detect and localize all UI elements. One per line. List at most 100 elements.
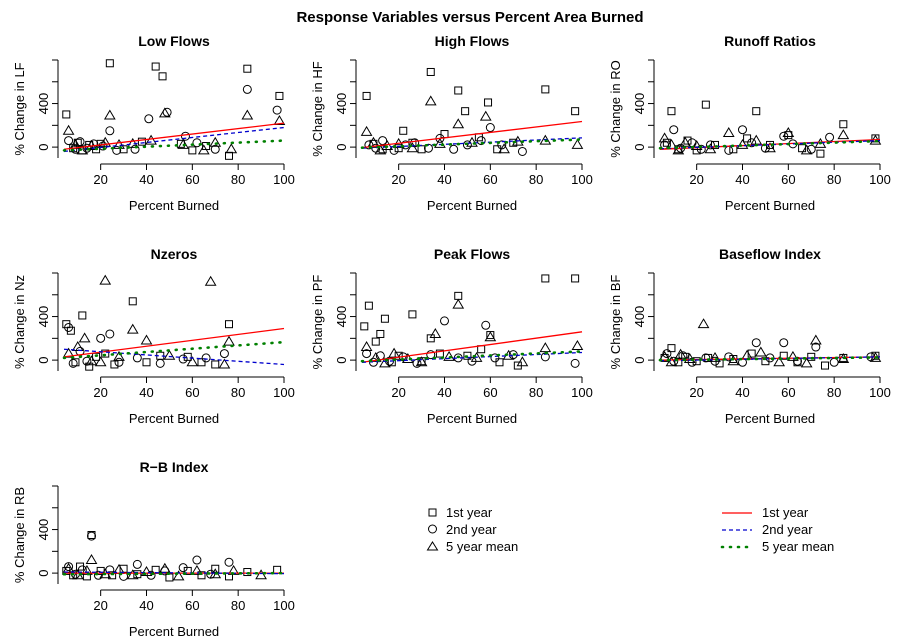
data-point — [126, 323, 139, 334]
legend-item-1st-year-points: 1st year — [428, 505, 493, 520]
y-tick-label: 400 — [632, 93, 647, 115]
data-point — [498, 143, 510, 154]
data-point — [809, 334, 822, 345]
data-point — [727, 355, 740, 366]
data-point — [379, 357, 391, 368]
x-tick-label: 60 — [781, 172, 795, 187]
data-point — [787, 350, 799, 361]
data-point — [825, 132, 835, 142]
panel-title: Peak Flows — [434, 246, 510, 262]
data-point — [151, 62, 160, 71]
data-point — [667, 344, 676, 353]
data-point — [408, 310, 417, 319]
legend-item-2nd-year-points: 2nd year — [428, 522, 497, 537]
x-tick-label: 60 — [185, 598, 199, 613]
panel: 0 400 20 40 60 80 100 Baseflow Index Percent Bur… — [608, 246, 891, 426]
data-point — [87, 531, 96, 541]
data-point — [724, 145, 734, 155]
data-point — [243, 568, 252, 577]
y-axis-label: % Change in HF — [310, 61, 325, 156]
data-point — [672, 144, 685, 155]
data-point — [99, 136, 112, 147]
x-tick-label: 40 — [735, 385, 749, 400]
y-tick-label: 400 — [36, 93, 51, 115]
data-point — [62, 562, 75, 573]
data-point — [426, 334, 435, 343]
x-tick-label: 40 — [735, 172, 749, 187]
data-point — [105, 329, 115, 339]
x-axis-label: Percent Burned — [129, 624, 219, 639]
panel-title: Baseflow Index — [719, 246, 821, 262]
panel: 0 400 20 40 60 80 100 Runoff Ratios Percent Burn… — [608, 33, 891, 213]
y-axis-label: % Change in PF — [310, 275, 325, 370]
data-point — [800, 144, 813, 155]
data-point — [683, 353, 696, 364]
data-point — [62, 320, 71, 329]
x-tick-label: 80 — [827, 172, 841, 187]
y-tick-label: 400 — [36, 519, 51, 541]
fit-line — [62, 139, 286, 152]
x-tick-label: 60 — [781, 385, 795, 400]
data-point — [243, 64, 252, 73]
data-point — [443, 350, 455, 361]
x-axis-label: Percent Burned — [725, 198, 815, 213]
legend-label: 1st year — [762, 505, 809, 520]
x-tick-label: 20 — [689, 385, 703, 400]
data-point — [142, 358, 151, 367]
legend-label: 5 year mean — [446, 539, 518, 554]
data-point — [539, 134, 552, 145]
data-point — [481, 320, 491, 330]
panel-title: High Flows — [435, 33, 510, 49]
data-point — [658, 132, 671, 143]
data-point — [191, 564, 203, 575]
x-tick-label: 60 — [483, 172, 497, 187]
x-tick-label: 80 — [231, 385, 245, 400]
data-point — [571, 107, 580, 116]
data-point — [747, 138, 757, 148]
data-point — [201, 353, 211, 363]
y-tick-label: 400 — [334, 306, 349, 328]
y-axis-label: % Change in LF — [12, 62, 27, 155]
data-point — [800, 357, 813, 368]
x-tick-label: 80 — [231, 598, 245, 613]
data-point — [163, 349, 176, 360]
data-point — [76, 562, 85, 571]
data-point — [662, 349, 672, 359]
data-point — [165, 573, 174, 582]
data-point — [64, 136, 74, 146]
x-tick-label: 20 — [93, 385, 107, 400]
data-point — [784, 131, 793, 140]
data-point — [454, 86, 463, 95]
legend-label: 5 year mean — [762, 539, 834, 554]
fit-line — [361, 331, 583, 363]
data-point — [210, 144, 220, 154]
data-point — [192, 555, 202, 565]
fit-line — [658, 139, 882, 150]
data-point — [669, 125, 679, 135]
data-point — [705, 140, 715, 150]
fit-line — [361, 137, 583, 149]
x-tick-label: 60 — [185, 385, 199, 400]
data-point — [380, 314, 389, 323]
x-tick-label: 40 — [139, 385, 153, 400]
y-tick-label: 0 — [36, 569, 51, 576]
data-point — [406, 142, 419, 153]
x-tick-label: 40 — [139, 598, 153, 613]
fit-line — [63, 126, 285, 153]
data-point — [85, 355, 98, 366]
x-tick-label: 40 — [437, 172, 451, 187]
data-point — [242, 84, 252, 94]
data-point — [793, 356, 802, 366]
x-tick-label: 20 — [391, 385, 405, 400]
data-point — [751, 338, 761, 348]
legend-item-5-year-mean-points: 5 year mean — [426, 539, 518, 554]
data-point — [94, 356, 107, 367]
data-point — [704, 143, 717, 154]
x-tick-label: 100 — [571, 172, 593, 187]
legend-label: 1st year — [446, 505, 493, 520]
data-point — [669, 356, 679, 366]
circle-marker-icon — [428, 524, 437, 534]
data-point — [192, 138, 202, 148]
triangle-marker-icon — [426, 541, 439, 551]
